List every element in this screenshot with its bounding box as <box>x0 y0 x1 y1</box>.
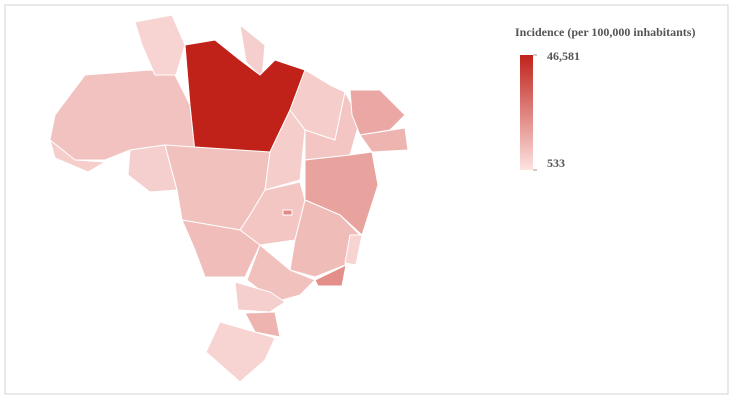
legend: Incidence (per 100,000 inhabitants) 46,5… <box>515 25 695 171</box>
legend-tick-label: 533 <box>547 156 565 170</box>
legend-title: Incidence (per 100,000 inhabitants) <box>515 25 695 39</box>
state-region <box>181 219 261 278</box>
state-region <box>49 139 106 173</box>
state-region <box>244 311 281 338</box>
color-scale <box>520 55 533 170</box>
state-region <box>205 321 276 383</box>
state-region <box>239 181 306 246</box>
state-region <box>127 144 178 193</box>
state-region <box>314 264 347 287</box>
state-region <box>282 209 293 216</box>
state-region <box>234 281 286 313</box>
state-region <box>344 234 363 266</box>
legend-tick-label: 46,581 <box>547 49 580 63</box>
brazil-map <box>49 14 409 383</box>
state-region <box>359 127 409 153</box>
state-region <box>246 244 316 303</box>
state-region <box>134 14 186 76</box>
